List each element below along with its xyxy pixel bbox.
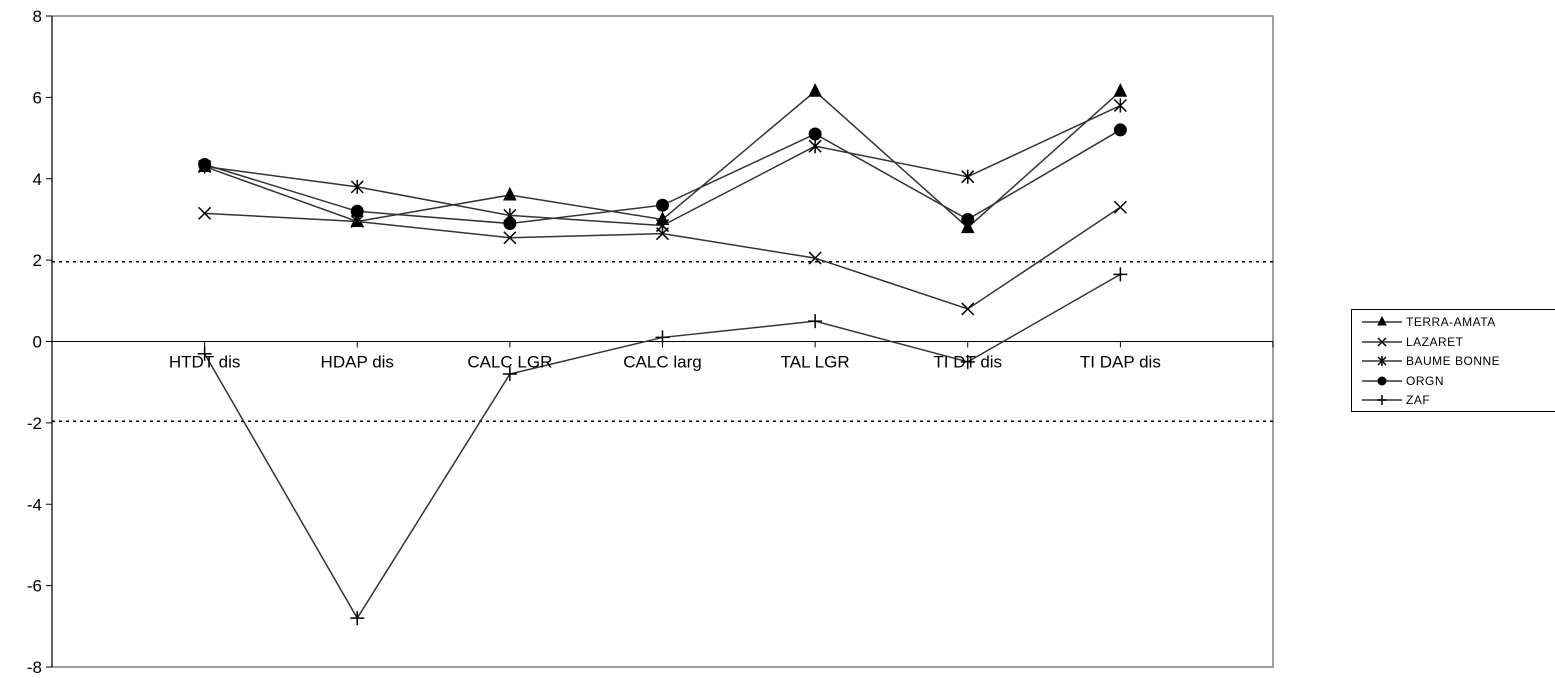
- legend-label: BAUME BONNE: [1406, 354, 1501, 368]
- y-tick-label: 2: [33, 251, 42, 270]
- data-point-zaf: [350, 611, 365, 626]
- y-tick-label: -6: [27, 577, 42, 596]
- y-tick-label: -8: [27, 658, 42, 677]
- series-layer: [197, 83, 1128, 626]
- legend-label: ORGN: [1406, 373, 1444, 388]
- x-tick-label: TI DAP dis: [1080, 353, 1161, 372]
- y-tick-label: -2: [27, 414, 42, 433]
- y-tick-label: 6: [33, 88, 42, 107]
- x-tick-label: CALC LGR: [467, 353, 552, 372]
- x-tick-label: TAL LGR: [781, 353, 850, 372]
- legend-swatch-zaf: [1362, 395, 1402, 405]
- y-tick-label: 8: [33, 7, 42, 26]
- legend-swatch-baume-bonne: [1362, 356, 1402, 366]
- data-point-terra-amata: [960, 219, 975, 234]
- x-tick-label: HDAP dis: [321, 353, 394, 372]
- data-point-baume-bonne: [1113, 98, 1127, 113]
- series-lazaret: [198, 200, 1127, 316]
- data-point-baume-bonne: [961, 169, 975, 184]
- legend-item-terra-amata: TERRA-AMATA: [1360, 313, 1496, 331]
- legend-label: TERRA-AMATA: [1406, 315, 1496, 329]
- data-point-baume-bonne: [350, 179, 364, 194]
- data-point-lazaret: [198, 206, 212, 220]
- data-point-orgn: [350, 204, 364, 218]
- data-point-zaf: [655, 330, 670, 345]
- data-point-orgn: [1113, 123, 1127, 137]
- x-tick-label: HTDT dis: [169, 353, 240, 372]
- y-tick-label: 0: [33, 333, 42, 352]
- data-point-zaf: [960, 354, 975, 369]
- y-tick-label: 4: [33, 170, 42, 189]
- legend: TERRA-AMATA LAZARET BAUME BONNE ORGN ZAF: [1351, 309, 1555, 412]
- data-point-lazaret: [961, 302, 975, 316]
- data-point-zaf: [1113, 267, 1128, 282]
- legend-swatch-terra-amata: [1362, 315, 1402, 326]
- data-point-baume-bonne: [808, 139, 822, 154]
- legend-item-lazaret: LAZARET: [1360, 333, 1464, 351]
- series-orgn: [198, 123, 1127, 231]
- legend-swatch-lazaret: [1362, 336, 1402, 347]
- data-point-orgn: [503, 217, 517, 231]
- legend-item-baume-bonne: BAUME BONNE: [1360, 352, 1500, 370]
- axis-layer: [46, 15, 1274, 668]
- data-point-terra-amata: [808, 83, 822, 97]
- label-layer: -8 -6 -4 -2 0 2 4 6 8 HTDT dis HDAP dis CALC LGR CAL…: [27, 7, 1161, 677]
- x-tick-label: TI DT dis: [933, 353, 1002, 372]
- data-point-lazaret: [808, 251, 822, 265]
- data-point-lazaret: [1113, 200, 1127, 214]
- data-point-baume-bonne: [655, 218, 670, 233]
- data-point-orgn: [961, 212, 975, 226]
- legend-swatch-orgn: [1362, 376, 1402, 385]
- series-line-zaf: [203, 273, 1121, 620]
- data-point-orgn: [808, 127, 822, 141]
- legend-item-zaf: ZAF: [1360, 391, 1430, 409]
- series-zaf: [197, 267, 1128, 626]
- data-point-zaf: [808, 314, 823, 329]
- legend-item-orgn: ORGN: [1360, 372, 1444, 390]
- data-point-orgn: [656, 198, 669, 212]
- data-point-terra-amata: [1113, 83, 1128, 97]
- data-point-terra-amata: [503, 186, 517, 201]
- data-point-orgn: [198, 158, 212, 172]
- x-tick-label: CALC larg: [623, 353, 701, 372]
- y-tick-label: -4: [27, 495, 42, 514]
- data-point-zaf: [197, 346, 212, 361]
- data-point-zaf: [502, 367, 517, 382]
- data-point-lazaret: [503, 231, 517, 245]
- legend-label: LAZARET: [1406, 334, 1464, 349]
- data-point-lazaret: [350, 214, 364, 229]
- legend-label: ZAF: [1406, 393, 1431, 407]
